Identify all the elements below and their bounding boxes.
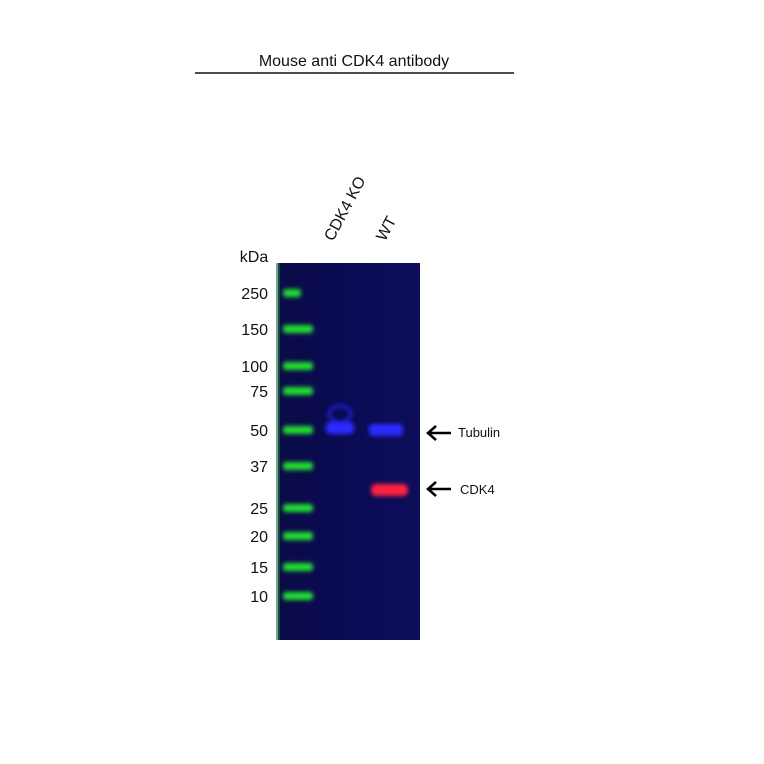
marker-band bbox=[283, 462, 313, 470]
arrow bbox=[426, 481, 451, 497]
marker-label: 25 bbox=[250, 501, 268, 518]
marker-band bbox=[283, 325, 313, 333]
marker-band bbox=[283, 426, 313, 434]
band bbox=[369, 424, 403, 436]
marker-label: 100 bbox=[241, 359, 268, 376]
arrows bbox=[426, 425, 451, 497]
blot bbox=[278, 263, 420, 640]
marker-label: 250 bbox=[241, 286, 268, 303]
unit-label: kDa bbox=[240, 249, 269, 266]
lane-label: WT bbox=[374, 214, 401, 244]
title: Mouse anti CDK4 antibody bbox=[259, 53, 449, 70]
marker-label: 75 bbox=[250, 384, 268, 401]
marker-band bbox=[283, 387, 313, 395]
marker-band bbox=[283, 504, 313, 512]
band-label: CDK4 bbox=[460, 482, 495, 497]
marker-band bbox=[283, 362, 313, 370]
marker-label: 20 bbox=[250, 529, 268, 546]
band bbox=[371, 484, 408, 496]
lane-label: CDK4 KO bbox=[322, 174, 370, 244]
ladder bbox=[283, 289, 313, 600]
marker-band bbox=[283, 289, 301, 297]
bands bbox=[326, 404, 408, 496]
marker-label: 10 bbox=[250, 589, 268, 606]
marker-label: 50 bbox=[250, 423, 268, 440]
arrow bbox=[426, 425, 451, 441]
marker-band bbox=[283, 532, 313, 540]
blot-edge bbox=[276, 263, 280, 640]
marker-band bbox=[283, 592, 313, 600]
marker-label: 15 bbox=[250, 560, 268, 577]
band-halo bbox=[327, 404, 353, 424]
band-label: Tubulin bbox=[458, 425, 500, 440]
marker-label: 150 bbox=[241, 322, 268, 339]
band bbox=[326, 422, 354, 434]
marker-band bbox=[283, 563, 313, 571]
marker-label: 37 bbox=[250, 459, 268, 476]
